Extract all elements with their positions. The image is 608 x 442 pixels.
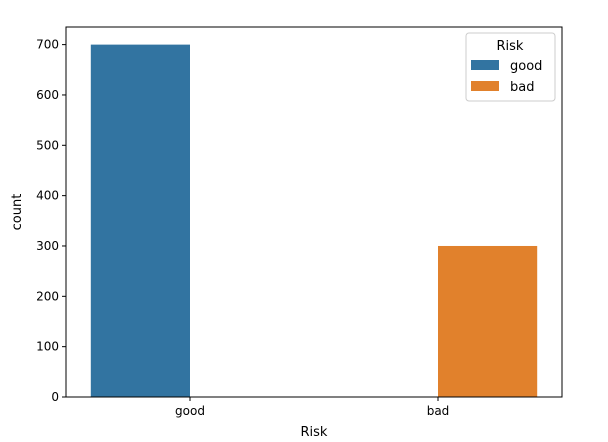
y-axis-label: count (10, 194, 25, 231)
y-tick-label: 500 (36, 138, 59, 152)
x-tick-label: good (175, 404, 205, 418)
x-axis: good bad (175, 397, 449, 418)
bar-good-good (90, 44, 190, 397)
legend-swatch-bad (471, 81, 499, 91)
axes-frame (65, 26, 563, 398)
y-tick-label: 300 (36, 239, 59, 253)
legend-swatch-good (471, 60, 499, 70)
x-axis-label: Risk (301, 425, 328, 440)
bars-group (90, 44, 538, 397)
x-tick-label: bad (427, 404, 450, 418)
y-tick-label: 600 (36, 88, 59, 102)
y-tick-label: 700 (36, 38, 59, 52)
y-tick-label: 0 (51, 390, 59, 404)
legend-label-good: good (510, 59, 542, 74)
y-tick-label: 200 (36, 289, 59, 303)
plot-area (65, 26, 563, 398)
y-tick-label: 100 (36, 340, 59, 354)
bar-bad-bad (438, 245, 538, 397)
legend-items: good bad (471, 59, 542, 95)
legend-title: Risk (497, 39, 524, 54)
legend: Risk good bad (465, 32, 556, 102)
y-axis: 0 100 200 300 400 500 600 700 (36, 38, 66, 404)
y-tick-label: 400 (36, 189, 59, 203)
legend-label-bad: bad (510, 80, 534, 95)
